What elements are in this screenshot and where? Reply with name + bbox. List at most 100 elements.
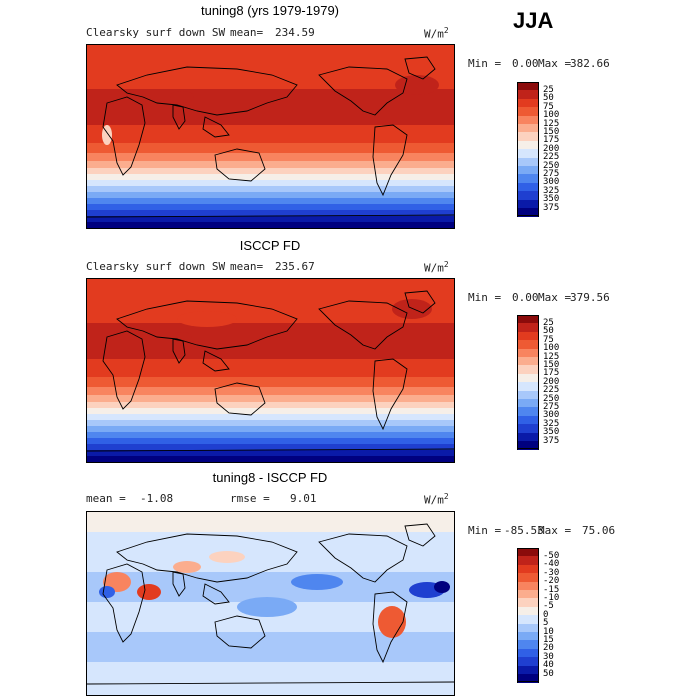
field-anomaly — [378, 606, 406, 638]
coastline — [172, 104, 186, 130]
coastline — [172, 571, 186, 597]
panel-1-min-label: Min = — [468, 57, 502, 70]
coastline — [116, 300, 298, 350]
colorbar-tick-label: 375 — [543, 435, 560, 446]
coastline — [404, 56, 436, 80]
field-anomaly — [137, 584, 161, 600]
field-anomaly — [170, 91, 194, 103]
colorbar-tick-label: 325 — [543, 418, 560, 429]
colorbar-tick-label: 15 — [543, 634, 554, 645]
field-band — [87, 198, 454, 205]
colorbar-tick-label: 10 — [543, 626, 554, 637]
colorbar-tick-label: -30 — [543, 567, 560, 578]
field-band — [87, 450, 454, 457]
coastline — [372, 591, 408, 664]
colorbar-tick-label: 225 — [543, 152, 560, 163]
field-band — [87, 192, 454, 199]
field-band — [87, 426, 454, 433]
colorbar-tick-label: 50 — [543, 93, 554, 104]
colorbar-tick-label: -5 — [543, 601, 554, 612]
colorbar-tick-label: 30 — [543, 651, 554, 662]
panel-1-units: W/m2 — [424, 26, 449, 41]
coastline — [116, 533, 298, 583]
field-band — [87, 420, 454, 427]
panel-3-map-svg — [87, 512, 454, 695]
colorbar-tick-label: 275 — [543, 401, 560, 412]
field-band — [87, 408, 454, 415]
colorbar-tick-label: 200 — [543, 376, 560, 387]
panel-2-map — [86, 278, 455, 463]
coastline — [214, 148, 266, 182]
colorbar-tick-label: 300 — [543, 410, 560, 421]
field-band — [87, 279, 454, 324]
colorbar-tick-label: 175 — [543, 135, 560, 146]
panel-1-map-svg — [87, 45, 454, 228]
colorbar-tick-label: 50 — [543, 668, 554, 679]
panel-1-title: tuning8 (yrs 1979-1979) — [200, 3, 340, 18]
coastline — [318, 66, 408, 116]
panel-1-max-label: Max = — [538, 57, 572, 70]
colorbar-tick-label: 325 — [543, 185, 560, 196]
panel-2-max-value: 379.56 — [570, 291, 610, 304]
field-band — [87, 532, 454, 573]
field-band — [87, 632, 454, 663]
colorbar-tick-label: 75 — [543, 334, 554, 345]
colorbar-tick-label: 50 — [543, 326, 554, 337]
panel-1-map — [86, 44, 455, 229]
panel-2-mean-value: 235.67 — [275, 260, 315, 273]
colorbar-tick-label: -50 — [543, 550, 560, 561]
colorbar-tick-label: -15 — [543, 584, 560, 595]
panel-3-max-label: Max = — [538, 524, 572, 537]
field-band — [87, 456, 454, 462]
field-band — [87, 387, 454, 396]
panel-1-field-label: Clearsky surf down SW — [86, 26, 226, 39]
panel-2-units: W/m2 — [424, 260, 449, 275]
coastline — [214, 615, 266, 649]
coastline — [202, 350, 230, 372]
coastline — [202, 583, 230, 605]
panel-2-colorbar: 375 350 325 300 275 250 225 200 175 150 125 100 75 50… — [517, 315, 577, 459]
panel-2-min-label: Min = — [468, 291, 502, 304]
field-band — [87, 377, 454, 388]
field-band — [87, 444, 454, 451]
colorbar-tick-label: 350 — [543, 427, 560, 438]
panel-1-colorbar: 375 350 325 300 275 250 225 200 175 150 125 100 75 50… — [517, 82, 577, 226]
panel-2-mean-label: mean= — [230, 260, 264, 273]
coastline — [202, 116, 230, 138]
panel-2-map-svg — [87, 279, 454, 462]
panel-3-map — [86, 511, 455, 696]
coastline — [372, 124, 408, 197]
field-band — [87, 143, 454, 154]
field-band — [87, 45, 454, 90]
field-band — [87, 414, 454, 421]
field-band — [87, 204, 454, 211]
colorbar-tick-label: 300 — [543, 177, 560, 188]
colorbar-tick-label: 75 — [543, 101, 554, 112]
colorbar-tick-label: -10 — [543, 592, 560, 603]
field-band — [87, 438, 454, 445]
panel-1-mean-label: mean= — [230, 26, 264, 39]
coastline — [87, 448, 454, 452]
panel-1-mean-value: 234.59 — [275, 26, 315, 39]
coastline — [318, 533, 408, 583]
season-label: JJA — [513, 8, 554, 33]
field-anomaly — [291, 574, 343, 590]
field-band — [87, 216, 454, 223]
colorbar-frame — [517, 82, 539, 217]
colorbar-tick-label: 225 — [543, 385, 560, 396]
colorbar-tick-label: 25 — [543, 84, 554, 95]
colorbar-tick-label: 100 — [543, 343, 560, 354]
field-band — [87, 395, 454, 403]
field-band — [87, 402, 454, 409]
field-band — [87, 432, 454, 439]
coastline — [404, 523, 436, 547]
colorbar-tick-label: 125 — [543, 118, 560, 129]
field-band — [87, 180, 454, 187]
field-band — [87, 222, 454, 228]
colorbar-tick-label: 250 — [543, 160, 560, 171]
panel-2-max-label: Max = — [538, 291, 572, 304]
colorbar-tick-label: 125 — [543, 351, 560, 362]
colorbar-tick-label: 375 — [543, 202, 560, 213]
field-band — [87, 168, 454, 175]
coastline — [102, 330, 146, 410]
